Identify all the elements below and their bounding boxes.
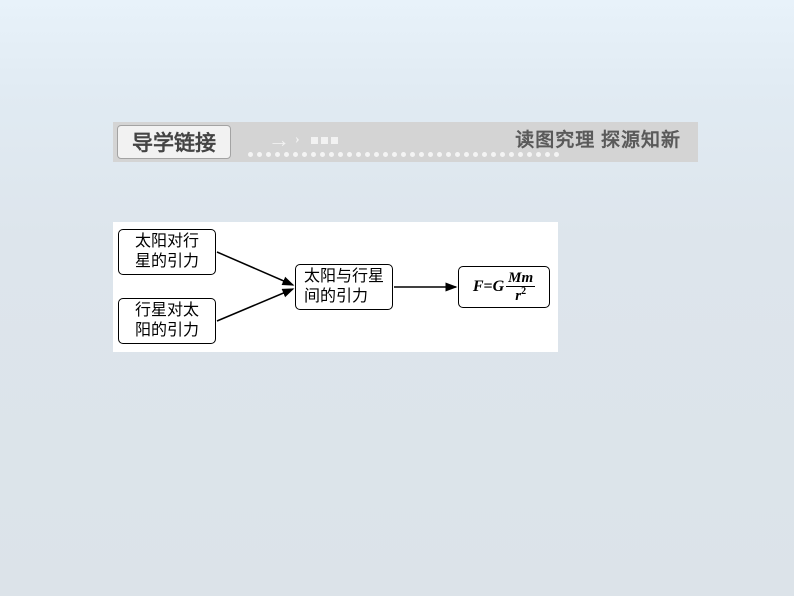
square-icons bbox=[311, 137, 338, 144]
line-bottom bbox=[217, 289, 293, 321]
dot-icon bbox=[347, 152, 352, 157]
dot-icon bbox=[437, 152, 442, 157]
dot-icon bbox=[266, 152, 271, 157]
arrow-small-icon: › bbox=[295, 132, 300, 148]
box-text: 行星对太 阳的引力 bbox=[135, 301, 199, 341]
square-icon bbox=[321, 137, 328, 144]
dot-icon bbox=[545, 152, 550, 157]
dot-icon bbox=[518, 152, 523, 157]
box-planet-to-sun: 行星对太 阳的引力 bbox=[118, 298, 216, 344]
dot-icon bbox=[383, 152, 388, 157]
dot-icon bbox=[320, 152, 325, 157]
banner-label-text: 导学链接 bbox=[132, 127, 216, 157]
dot-icon bbox=[536, 152, 541, 157]
dot-icon bbox=[455, 152, 460, 157]
dot-icon bbox=[446, 152, 451, 157]
box-formula: F = G Mm r2 bbox=[458, 266, 550, 308]
box-text: 太阳与行星 间的引力 bbox=[304, 267, 384, 307]
formula-G: G bbox=[493, 277, 505, 297]
dot-icon bbox=[527, 152, 532, 157]
formula-fraction: Mm r2 bbox=[506, 271, 535, 304]
formula-exp: 2 bbox=[521, 286, 526, 297]
dot-icon bbox=[401, 152, 406, 157]
dot-icon bbox=[338, 152, 343, 157]
box-mutual-force: 太阳与行星 间的引力 bbox=[295, 264, 393, 310]
dot-icon bbox=[428, 152, 433, 157]
dot-icon bbox=[329, 152, 334, 157]
dots-row bbox=[248, 152, 559, 157]
square-icon bbox=[331, 137, 338, 144]
dot-icon bbox=[554, 152, 559, 157]
dot-icon bbox=[311, 152, 316, 157]
dot-icon bbox=[356, 152, 361, 157]
box-text: 太阳对行 星的引力 bbox=[135, 232, 199, 272]
dot-icon bbox=[482, 152, 487, 157]
dot-icon bbox=[509, 152, 514, 157]
dot-icon bbox=[365, 152, 370, 157]
dot-icon bbox=[419, 152, 424, 157]
arrow-icon: → bbox=[268, 127, 290, 153]
dot-icon bbox=[392, 152, 397, 157]
dot-icon bbox=[464, 152, 469, 157]
formula-numerator: Mm bbox=[506, 271, 535, 287]
banner-label-box: 导学链接 bbox=[117, 125, 231, 159]
line-top bbox=[217, 252, 293, 285]
formula-denominator: r2 bbox=[513, 287, 528, 304]
dot-icon bbox=[248, 152, 253, 157]
dot-icon bbox=[374, 152, 379, 157]
dot-icon bbox=[410, 152, 415, 157]
banner: 导学链接 → › 读图究理 探源知新 bbox=[113, 122, 698, 162]
formula-F: F bbox=[473, 277, 484, 297]
formula-eq: = bbox=[483, 277, 492, 297]
box-sun-to-planet: 太阳对行 星的引力 bbox=[118, 229, 216, 275]
banner-decorations: → › bbox=[268, 127, 338, 153]
diagram: 太阳对行 星的引力 行星对太 阳的引力 太阳与行星 间的引力 F = G Mm … bbox=[113, 222, 558, 352]
banner-right-text: 读图究理 探源知新 bbox=[515, 125, 681, 152]
dot-icon bbox=[275, 152, 280, 157]
formula: F = G Mm r2 bbox=[473, 271, 535, 304]
dot-icon bbox=[284, 152, 289, 157]
dot-icon bbox=[491, 152, 496, 157]
dot-icon bbox=[302, 152, 307, 157]
dot-icon bbox=[257, 152, 262, 157]
square-icon bbox=[311, 137, 318, 144]
dot-icon bbox=[473, 152, 478, 157]
dot-icon bbox=[293, 152, 298, 157]
dot-icon bbox=[500, 152, 505, 157]
